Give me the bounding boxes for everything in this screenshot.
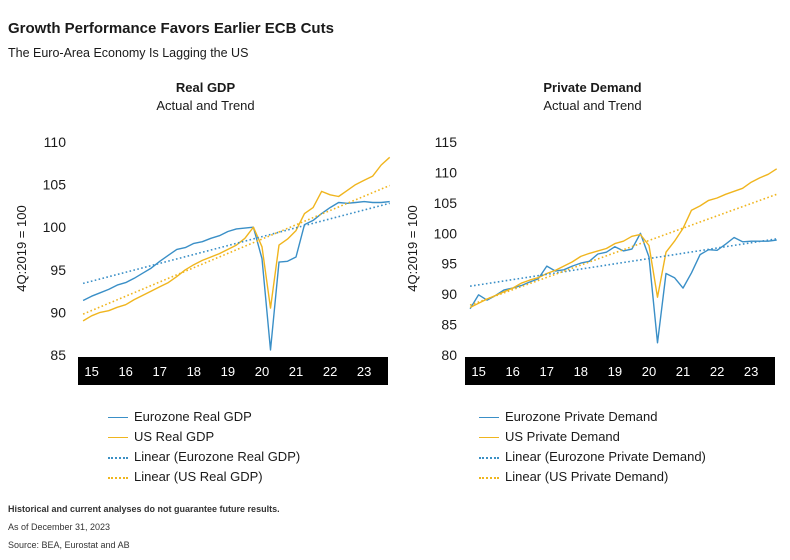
x-tick-label: 16 <box>505 364 519 379</box>
y-axis-label: 4Q:2019 = 100 <box>14 205 29 291</box>
x-tick-label: 22 <box>323 364 337 379</box>
chart-panel-real-gdp: Real GDP Actual and Trend 85 90 95 100 105 11… <box>0 0 395 500</box>
y-tick-label: 100 <box>434 225 458 241</box>
real-gdp-chart: 85 90 95 100 105 110 4Q:2019 = 100 15 16 17 18 19 20… <box>14 134 391 385</box>
chart-subtitle: Actual and Trend <box>156 98 255 113</box>
series-line-linear-us-real-gdp <box>82 184 391 315</box>
x-axis-band <box>78 357 388 385</box>
x-tick-label: 18 <box>574 364 588 379</box>
series-line-linear-eurozone-real-gdp <box>82 202 390 285</box>
x-tick-label: 15 <box>471 364 485 379</box>
x-tick-label: 16 <box>118 364 132 379</box>
y-tick-label: 110 <box>435 164 458 180</box>
legend-label: Linear (Eurozone Private Demand) <box>505 449 706 464</box>
legend-label: US Real GDP <box>134 429 215 444</box>
legend-swatch <box>479 477 499 479</box>
chart-title: Real GDP <box>175 80 236 95</box>
y-tick-label: 95 <box>441 256 457 272</box>
series-line-us-private-demand <box>469 168 778 309</box>
series-line-linear-us-private-demand <box>469 193 777 306</box>
x-axis-band <box>465 357 775 385</box>
y-tick-label: 90 <box>441 286 457 302</box>
page-title: Growth Performance Favors Earlier ECB Cu… <box>8 20 334 37</box>
y-tick-label: 105 <box>434 195 458 211</box>
y-tick-label: 100 <box>43 219 67 235</box>
x-tick-label: 23 <box>357 364 371 379</box>
y-tick-label: 95 <box>50 262 66 278</box>
legend-swatch <box>108 457 128 459</box>
series-line-linear-eurozone-private-demand <box>469 238 777 287</box>
chart-panel-private-demand: Private Demand Actual and Trend 80 85 90 95… <box>395 0 790 500</box>
legend-label: Eurozone Private Demand <box>505 409 658 424</box>
legend-swatch <box>108 477 128 479</box>
legend-label: Linear (US Private Demand) <box>505 469 669 484</box>
legend-swatch <box>479 437 499 438</box>
source-note: Source: BEA, Eurostat and AB <box>8 540 130 550</box>
x-tick-label: 22 <box>710 364 724 379</box>
y-tick-label: 110 <box>44 134 67 150</box>
chart-subtitle: Actual and Trend <box>543 98 642 113</box>
legend-label: Eurozone Real GDP <box>134 409 252 424</box>
legend-label: Linear (Eurozone Real GDP) <box>134 449 301 464</box>
x-tick-label: 20 <box>255 364 269 379</box>
legend-label: US Private Demand <box>505 429 620 444</box>
x-tick-label: 19 <box>608 364 622 379</box>
series-line-eurozone-private-demand <box>469 232 777 344</box>
y-axis-label: 4Q:2019 = 100 <box>405 205 420 291</box>
series-line-eurozone-real-gdp <box>82 200 390 351</box>
x-tick-label: 23 <box>744 364 758 379</box>
legend-swatch <box>108 417 128 418</box>
x-tick-label: 21 <box>676 364 690 379</box>
x-tick-label: 19 <box>221 364 235 379</box>
legend-swatch <box>108 437 128 438</box>
y-tick-label: 80 <box>441 347 457 363</box>
page-subtitle: The Euro-Area Economy Is Lagging the US <box>8 46 249 60</box>
y-tick-label: 90 <box>50 304 66 320</box>
legend-label: Linear (US Real GDP) <box>134 469 263 484</box>
as-of-date: As of December 31, 2023 <box>8 522 111 532</box>
series-line-us-real-gdp <box>82 156 391 322</box>
legend-swatch <box>479 417 499 418</box>
y-tick-label: 105 <box>43 177 67 193</box>
x-tick-label: 15 <box>84 364 98 379</box>
y-tick-label: 85 <box>441 317 457 333</box>
x-tick-label: 20 <box>642 364 656 379</box>
y-tick-label: 85 <box>50 347 66 363</box>
footnote: Historical and current analyses do not g… <box>8 504 280 514</box>
x-tick-label: 17 <box>153 364 167 379</box>
legend-swatch <box>479 457 499 459</box>
chart-title: Private Demand <box>543 80 642 95</box>
private-demand-chart: 80 85 90 95 100 105 110 115 4Q:2019 = 100 15 16 17 1… <box>405 134 778 385</box>
x-tick-label: 17 <box>540 364 554 379</box>
x-tick-label: 18 <box>187 364 201 379</box>
x-tick-label: 21 <box>289 364 303 379</box>
y-tick-label: 115 <box>435 134 458 150</box>
